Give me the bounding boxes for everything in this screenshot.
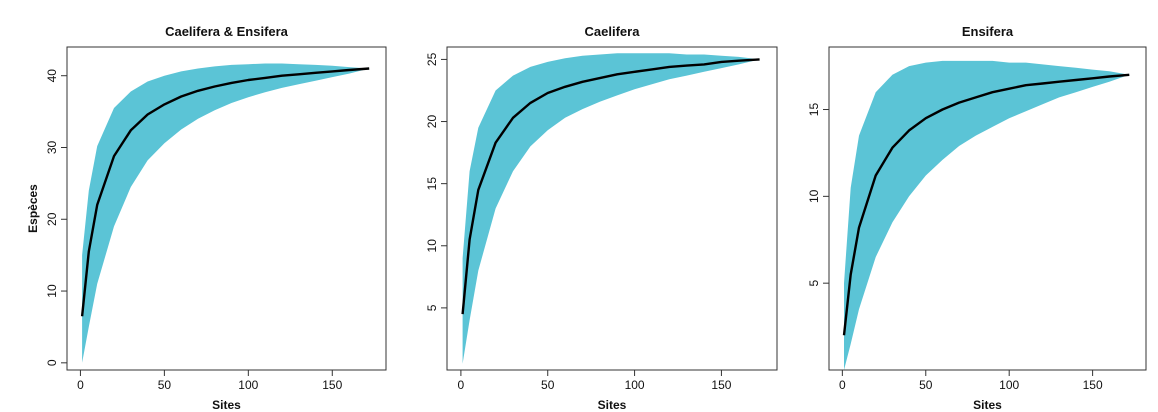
x-tick-label: 100 (238, 378, 258, 392)
x-tick-label: 0 (77, 378, 84, 392)
y-tick-label: 5 (425, 304, 439, 311)
confidence-band (462, 53, 760, 364)
panel-1: 0 50 100 150 0 10 20 30 40 Caelifera & Ensifera Si… (26, 24, 387, 412)
y-tick-label: 10 (425, 239, 439, 253)
y-tick-label: 10 (807, 189, 821, 203)
accumulation-curve (842, 73, 1130, 336)
y-tick-label: 25 (425, 52, 439, 66)
panel-title: Caelifera (585, 24, 641, 39)
accumulation-curve (461, 58, 760, 315)
plot-frame (66, 46, 387, 371)
y-tick-label: 5 (807, 280, 821, 287)
panel-2: 0 50 100 150 5 10 15 20 25 Caelifera Sites (425, 24, 778, 412)
panel-title: Caelifera & Ensifera (165, 24, 289, 39)
x-tick-label: 50 (541, 378, 555, 392)
x-tick-label: 150 (711, 378, 731, 392)
y-tick-label: 30 (45, 140, 59, 154)
y-tick-label: 20 (45, 212, 59, 226)
panel-title: Ensifera (962, 24, 1014, 39)
x-tick-label: 50 (158, 378, 172, 392)
confidence-band (844, 60, 1130, 371)
x-tick-label: 150 (1083, 378, 1103, 392)
x-tick-label: 100 (625, 378, 645, 392)
x-tick-label: 0 (458, 378, 465, 392)
plot-frame (446, 46, 778, 371)
x-tick-label: 50 (919, 378, 933, 392)
panel-3: 0 50 100 150 5 10 15 Ensifera Sites (807, 24, 1147, 412)
x-axis-title: Sites (212, 398, 241, 412)
x-tick-label: 0 (839, 378, 846, 392)
y-tick-label: 0 (45, 359, 59, 366)
x-axis-title: Sites (973, 398, 1002, 412)
y-tick-label: 20 (425, 115, 439, 129)
y-tick-label: 40 (45, 69, 59, 83)
y-tick-label: 10 (45, 284, 59, 298)
x-axis-title: Sites (598, 398, 627, 412)
y-axis-title: Espèces (26, 184, 40, 233)
confidence-band (82, 63, 370, 363)
y-tick-label: 15 (807, 103, 821, 117)
x-tick-label: 150 (322, 378, 342, 392)
y-tick-label: 15 (425, 177, 439, 191)
accumulation-curve (80, 67, 370, 317)
x-tick-label: 100 (999, 378, 1019, 392)
plot-frame (828, 46, 1147, 371)
